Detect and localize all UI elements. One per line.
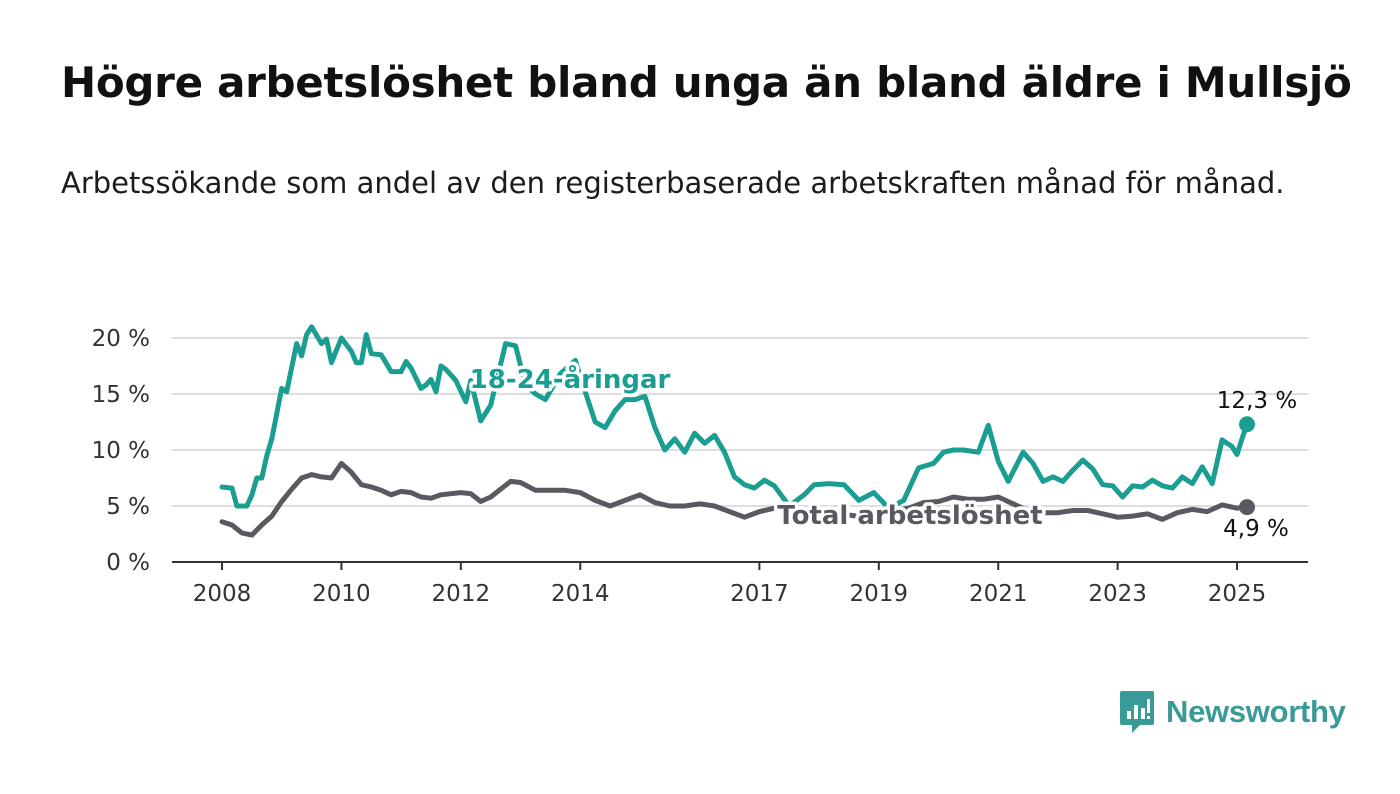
y-tick-label: 5 %: [106, 494, 150, 520]
gridlines: [172, 337, 1308, 507]
x-tick-label: 2014: [551, 581, 610, 607]
x-tick-label: 2023: [1088, 581, 1147, 607]
y-axis: 0 % 5 % 10 % 15 % 20 %: [92, 326, 150, 576]
chart-title: Högre arbetslöshet bland unga än bland ä…: [61, 58, 1352, 107]
series-label-youth: 18-24-åringar: [470, 363, 671, 395]
y-tick-label: 20 %: [92, 326, 150, 352]
x-tick-label: 2025: [1208, 581, 1267, 607]
series-labels: 18-24-åringar Total arbetslöshet 12,3 % 4,9…: [466, 360, 1297, 543]
chart-subtitle: Arbetssökande som andel av den registerb…: [61, 166, 1285, 200]
end-value-label-total: 4,9 %: [1223, 516, 1289, 542]
series-line-0: [219, 324, 1250, 511]
x-tick-label: 2012: [432, 581, 491, 607]
y-tick-label: 10 %: [92, 438, 150, 464]
x-tick-label: 2008: [193, 581, 252, 607]
series-label-total: Total arbetslöshet: [777, 501, 1042, 531]
x-axis: 2008 2010 2012 2014 2017 2019 2021 2023 2025: [172, 561, 1308, 607]
y-tick-label: 15 %: [92, 382, 150, 408]
x-tick-label: 2010: [312, 581, 371, 607]
end-value-label-youth: 12,3 %: [1217, 388, 1297, 414]
series-end-point-0: [1239, 416, 1255, 433]
series-end-point-1: [1239, 499, 1255, 516]
series-line-1: [219, 460, 1250, 538]
x-tick-label: 2021: [969, 581, 1028, 607]
x-tick-label: 2017: [730, 581, 789, 607]
brand-name: Newsworthy: [1166, 694, 1346, 729]
newsworthy-logo-icon: [1120, 691, 1154, 733]
x-tick-label: 2019: [850, 581, 909, 607]
brand-logo: Newsworthy: [1118, 688, 1346, 736]
series-lines: [219, 324, 1255, 538]
y-tick-label: 0 %: [106, 550, 150, 576]
